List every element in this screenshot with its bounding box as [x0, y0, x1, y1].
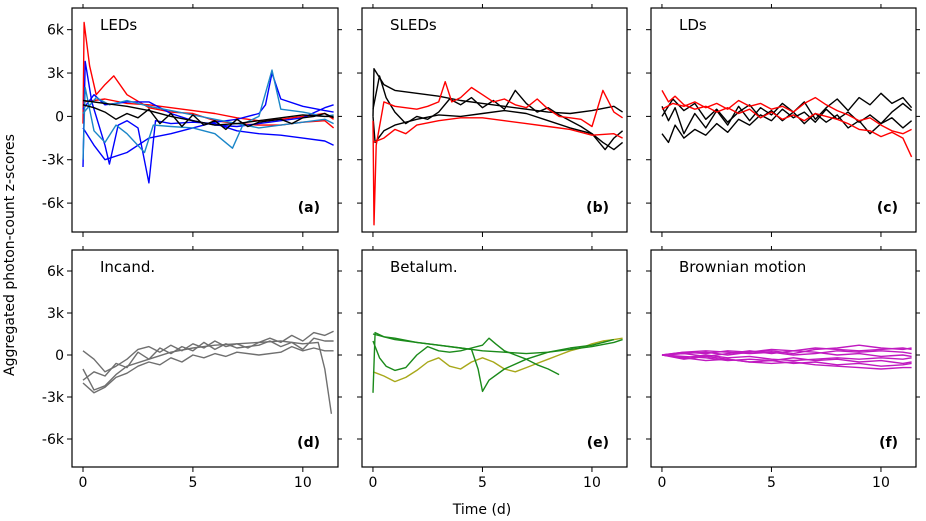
series-line-bm-3 — [661, 354, 912, 365]
series-line-bm-1 — [661, 354, 912, 370]
y-tick-label: 6k — [47, 264, 65, 280]
x-tick-label: 10 — [294, 475, 312, 491]
x-axis-label: Time (d) — [452, 502, 512, 518]
panel-frame — [650, 249, 917, 468]
panel-letter: (a) — [298, 200, 320, 216]
x-tick-label: 5 — [478, 475, 487, 491]
series-line-gray-2 — [82, 337, 334, 381]
series-line-gray-3 — [82, 330, 334, 373]
panel-3: LDs (c) — [646, 4, 920, 237]
panel-title: LDs — [679, 16, 707, 34]
panel-5: 0 5 10 Betalum. (e) — [357, 246, 631, 491]
panel-letter: (c) — [877, 200, 898, 216]
panel-frame — [71, 249, 339, 468]
y-tick-label: -6k — [42, 432, 65, 448]
series-line-green-2 — [372, 337, 560, 376]
x-tick-label: 0 — [657, 475, 666, 491]
series-line-black-1 — [82, 104, 334, 131]
series-line-gray-1 — [82, 340, 333, 414]
series-group — [372, 331, 623, 393]
panel-title: SLEDs — [390, 16, 437, 34]
series-group — [661, 344, 912, 370]
series-line-black-2 — [661, 108, 913, 144]
y-tick-label: 0 — [55, 348, 64, 364]
y-tick-label: 3k — [47, 306, 65, 322]
series-line-green-1 — [372, 331, 615, 393]
series-line-bm-2 — [661, 344, 912, 356]
series-line-green-3 — [372, 333, 623, 355]
panel-1: 6k 3k 0 -3k -6k LEDs (a) — [42, 4, 342, 237]
series-line-bm-4 — [661, 350, 912, 356]
series-group — [82, 21, 335, 184]
panel-frame — [71, 7, 339, 233]
y-tick-label: 0 — [55, 109, 64, 125]
panel-title: LEDs — [100, 16, 137, 34]
panel-frame — [361, 7, 628, 233]
y-tick-label: 3k — [47, 66, 65, 82]
series-line-teal-1 — [82, 69, 334, 160]
panel-4: 0 5 10 6k 3k 0 -3k -6k Incand. (d) — [42, 246, 342, 491]
panel-frame — [650, 7, 917, 233]
panel-6: 0 5 10 Brownian motion (f) — [646, 246, 920, 491]
series-line-red-1 — [661, 90, 913, 158]
x-tick-label: 5 — [188, 475, 197, 491]
panel-title: Brownian motion — [679, 258, 806, 276]
series-line-bm-7 — [661, 354, 912, 367]
series-line-red-2 — [661, 96, 912, 135]
panel-title: Betalum. — [390, 258, 458, 276]
series-line-black-1 — [372, 68, 623, 117]
series-line-red-1 — [372, 81, 623, 226]
series-group — [661, 90, 913, 158]
panel-title: Incand. — [100, 258, 155, 276]
x-tick-label: 10 — [872, 475, 890, 491]
series-line-black-3 — [372, 75, 624, 151]
panel-letter: (f) — [879, 435, 898, 451]
y-tick-label: 6k — [47, 23, 65, 39]
series-line-black-2 — [372, 109, 624, 151]
x-tick-label: 5 — [767, 475, 776, 491]
y-axis-label: Aggregated photon-count z-scores — [2, 134, 18, 376]
x-tick-label: 10 — [583, 475, 601, 491]
series-line-bm-5 — [661, 354, 912, 362]
x-tick-label: 0 — [79, 475, 88, 491]
panel-letter: (e) — [587, 435, 609, 451]
series-line-red-2 — [82, 98, 334, 122]
x-tick-label: 0 — [368, 475, 377, 491]
y-tick-label: -6k — [42, 196, 65, 212]
panel-frame — [361, 249, 628, 468]
series-line-gray-4 — [82, 345, 334, 394]
series-group — [372, 68, 624, 226]
panel-letter: (d) — [297, 435, 320, 451]
series-line-red-2 — [372, 117, 623, 144]
series-line-black-2 — [82, 99, 334, 126]
y-tick-label: -3k — [42, 390, 65, 406]
panel-2: SLEDs (b) — [357, 4, 631, 237]
series-line-bm-8 — [661, 347, 912, 356]
series-line-black-1 — [661, 92, 913, 135]
panel-letter: (b) — [586, 200, 609, 216]
series-line-blue-1 — [82, 60, 334, 184]
y-tick-label: -3k — [42, 153, 65, 169]
series-group — [82, 330, 334, 414]
